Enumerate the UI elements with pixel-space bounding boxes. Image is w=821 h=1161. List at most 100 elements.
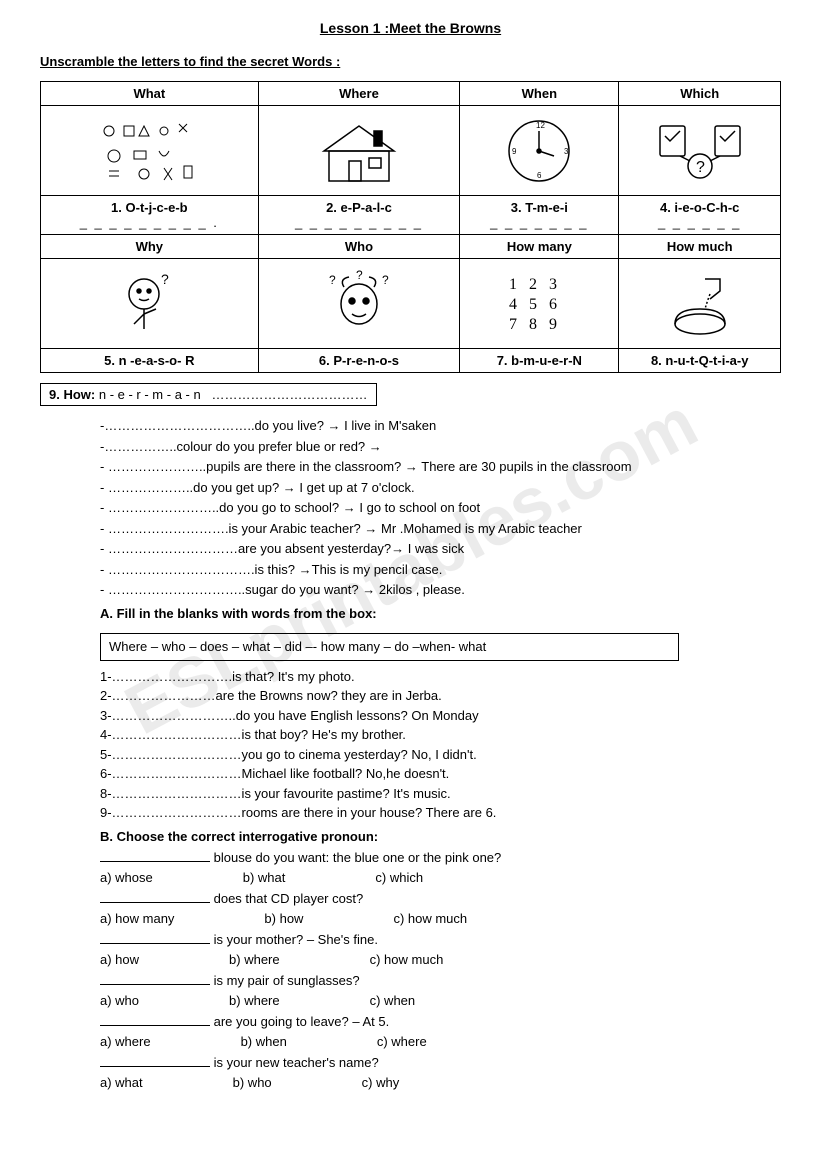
blank-line[interactable] bbox=[100, 850, 210, 862]
row9-box: 9. How: n - e - r - m - a - n …………………………… bbox=[40, 383, 377, 406]
scramble-cell: 2. e-P-a-l-c _ _ _ _ _ _ _ _ _ bbox=[258, 196, 460, 235]
question-text: is my pair of sunglasses? bbox=[210, 973, 360, 988]
svg-text:9: 9 bbox=[549, 316, 557, 333]
choice-question: blouse do you want: the blue one or the … bbox=[100, 848, 781, 868]
blank-line[interactable] bbox=[100, 932, 210, 944]
choice-option[interactable]: c) when bbox=[370, 991, 416, 1011]
choice-option[interactable]: b) when bbox=[241, 1032, 287, 1052]
choice-option[interactable]: b) who bbox=[233, 1073, 272, 1093]
choice-question: is my pair of sunglasses? bbox=[100, 971, 781, 991]
choice-options: a) how many b) how c) how much bbox=[100, 909, 781, 929]
question-text: does that CD player cost? bbox=[210, 891, 363, 906]
choice-option[interactable]: c) how much bbox=[370, 950, 444, 970]
svg-text:2: 2 bbox=[529, 276, 537, 293]
question-text: are you going to leave? – At 5. bbox=[210, 1014, 389, 1029]
row9-dots: ……………………………… bbox=[212, 387, 368, 402]
choice-option[interactable]: a) how many bbox=[100, 909, 174, 929]
choice-options: a) who b) where c) when bbox=[100, 991, 781, 1011]
svg-text:4: 4 bbox=[509, 296, 517, 313]
scramble-cell: 1. O-t-j-c-e-b _ _ _ _ _ _ _ _ _ . bbox=[41, 196, 259, 235]
svg-text:7: 7 bbox=[509, 316, 517, 333]
col-header: Which bbox=[619, 82, 781, 106]
choice-option[interactable]: a) whose bbox=[100, 868, 153, 888]
svg-text:?: ? bbox=[356, 269, 363, 282]
image-cell: ? bbox=[41, 259, 259, 349]
scramble-table: What Where When Which bbox=[40, 81, 781, 373]
row9-label: 9. How: bbox=[49, 387, 95, 402]
choice-option[interactable]: a) where bbox=[100, 1032, 151, 1052]
who-icon: ? ? ? bbox=[314, 269, 404, 339]
col-header: When bbox=[460, 82, 619, 106]
clock-icon: 12 3 6 9 bbox=[494, 116, 584, 186]
choice-options: a) what b) who c) why bbox=[100, 1073, 781, 1093]
svg-text:12: 12 bbox=[536, 121, 545, 130]
choice-option[interactable]: c) where bbox=[377, 1032, 427, 1052]
qa-line: -……………..colour do you prefer blue or red… bbox=[100, 437, 781, 457]
choice-option[interactable]: c) why bbox=[362, 1073, 400, 1093]
scramble-cell: 5. n -e-a-s-o- R bbox=[41, 349, 259, 373]
svg-text:?: ? bbox=[382, 273, 389, 287]
choice-option[interactable]: a) how bbox=[100, 950, 139, 970]
scramble-cell: 6. P-r-e-n-o-s bbox=[258, 349, 460, 373]
fill-line: 6-…………………………Michael like football? No,he… bbox=[100, 764, 781, 784]
section-a-header: A. Fill in the blanks with words from th… bbox=[100, 604, 781, 624]
choice-option[interactable]: b) how bbox=[264, 909, 303, 929]
blank-line[interactable] bbox=[100, 1055, 210, 1067]
qa-line: - …………………………….is this? →This is my penci… bbox=[100, 560, 781, 580]
wordbox: Where – who – does – what – did –- how m… bbox=[100, 633, 679, 661]
pouring-icon bbox=[655, 269, 745, 339]
qa-line: - ………………..do you get up? → I get up at 7… bbox=[100, 478, 781, 498]
svg-text:?: ? bbox=[329, 273, 336, 287]
thinking-icon: ? bbox=[109, 269, 189, 339]
image-cell: ? ? ? bbox=[258, 259, 460, 349]
scramble-cell: 3. T-m-e-i _ _ _ _ _ _ _ bbox=[460, 196, 619, 235]
choice-option[interactable]: a) what bbox=[100, 1073, 143, 1093]
svg-text:?: ? bbox=[696, 159, 705, 176]
row9-scramble: n - e - r - m - a - n bbox=[99, 387, 201, 402]
question-text: is your new teacher's name? bbox=[210, 1055, 379, 1070]
fill-line: 5-…………………………you go to cinema yesterday? … bbox=[100, 745, 781, 765]
svg-text:3: 3 bbox=[549, 276, 557, 293]
choice-option[interactable]: b) what bbox=[243, 868, 286, 888]
fill-a-list: 1-……………………….is that? It's my photo.2-………… bbox=[100, 667, 781, 823]
choice-options: a) where b) when c) where bbox=[100, 1032, 781, 1052]
choice-option[interactable]: a) who bbox=[100, 991, 139, 1011]
choice-question: are you going to leave? – At 5. bbox=[100, 1012, 781, 1032]
blank-line[interactable] bbox=[100, 1014, 210, 1026]
choice-block: blouse do you want: the blue one or the … bbox=[100, 848, 781, 1092]
blank-line[interactable] bbox=[100, 973, 210, 985]
scramble-cell: 8. n-u-t-Q-t-i-a-y bbox=[619, 349, 781, 373]
question-text: blouse do you want: the blue one or the … bbox=[210, 850, 501, 865]
choice-question: is your new teacher's name? bbox=[100, 1053, 781, 1073]
svg-text:?: ? bbox=[161, 271, 169, 287]
choice-option[interactable]: b) where bbox=[229, 950, 280, 970]
fill-line: 9-…………………………rooms are there in your hous… bbox=[100, 803, 781, 823]
scramble-cell: 4. i-e-o-C-h-c _ _ _ _ _ _ bbox=[619, 196, 781, 235]
fill-line: 3-………………………..do you have English lessons… bbox=[100, 706, 781, 726]
page-title: Lesson 1 :Meet the Browns bbox=[40, 20, 781, 36]
choice-option[interactable]: c) which bbox=[375, 868, 423, 888]
col-header: Why bbox=[41, 235, 259, 259]
qa-line: - …………………..pupils are there in the class… bbox=[100, 457, 781, 477]
house-icon bbox=[304, 116, 414, 186]
qa-list: -……………………………..do you live? → I live in M… bbox=[100, 416, 781, 600]
qa-line: - …………………………are you absent yesterday?→ I… bbox=[100, 539, 781, 559]
qa-line: - …………………………..sugar do you want? → 2kilo… bbox=[100, 580, 781, 600]
col-header: How many bbox=[460, 235, 619, 259]
image-cell bbox=[258, 106, 460, 196]
scramble-cell: 7. b-m-u-e-r-N bbox=[460, 349, 619, 373]
choice-option[interactable]: b) where bbox=[229, 991, 280, 1011]
svg-text:6: 6 bbox=[537, 171, 542, 180]
image-cell: 123 456 789 bbox=[460, 259, 619, 349]
blank-line[interactable] bbox=[100, 891, 210, 903]
choice-icon: ? bbox=[650, 116, 750, 186]
svg-text:1: 1 bbox=[509, 276, 517, 293]
svg-text:6: 6 bbox=[549, 296, 557, 313]
qa-line: - ……………………….is your Arabic teacher? → Mr… bbox=[100, 519, 781, 539]
choice-options: a) whose b) what c) which bbox=[100, 868, 781, 888]
instructions: Unscramble the letters to find the secre… bbox=[40, 54, 781, 69]
qa-line: - ……………………..do you go to school? → I go … bbox=[100, 498, 781, 518]
svg-text:3: 3 bbox=[564, 147, 569, 156]
col-header: Where bbox=[258, 82, 460, 106]
choice-option[interactable]: c) how much bbox=[393, 909, 467, 929]
